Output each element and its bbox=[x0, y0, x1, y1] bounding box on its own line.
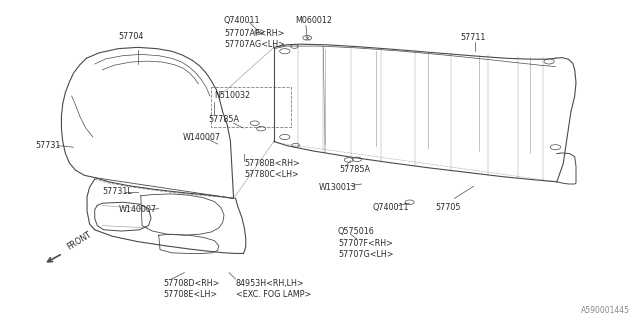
Text: FRONT: FRONT bbox=[65, 230, 93, 252]
Text: 57711: 57711 bbox=[461, 33, 486, 42]
Text: 57707G<LH>: 57707G<LH> bbox=[338, 250, 394, 259]
Circle shape bbox=[291, 44, 298, 48]
Text: <EXC. FOG LAMP>: <EXC. FOG LAMP> bbox=[236, 290, 311, 299]
Text: Q740011: Q740011 bbox=[372, 203, 409, 212]
Text: 57785A: 57785A bbox=[208, 116, 239, 124]
Text: M060012: M060012 bbox=[296, 16, 333, 25]
Text: 57705: 57705 bbox=[435, 203, 461, 212]
Text: 57707F<RH>: 57707F<RH> bbox=[338, 239, 393, 248]
Text: 57708D<RH>: 57708D<RH> bbox=[163, 279, 220, 288]
Text: Q740011: Q740011 bbox=[224, 16, 260, 25]
Text: 57731: 57731 bbox=[35, 141, 61, 150]
Text: N510032: N510032 bbox=[214, 92, 250, 100]
Text: 57707AF<RH>: 57707AF<RH> bbox=[224, 29, 284, 38]
Text: Q575016: Q575016 bbox=[338, 227, 374, 236]
Text: 57731L: 57731L bbox=[102, 188, 132, 196]
Text: 57780C<LH>: 57780C<LH> bbox=[244, 170, 300, 179]
Text: W140007: W140007 bbox=[182, 133, 220, 142]
Text: 84953H<RH,LH>: 84953H<RH,LH> bbox=[236, 279, 304, 288]
Text: A590001445: A590001445 bbox=[581, 306, 630, 315]
Text: 57780B<RH>: 57780B<RH> bbox=[244, 159, 300, 168]
Circle shape bbox=[292, 143, 300, 147]
Text: W130013: W130013 bbox=[319, 183, 356, 192]
Text: 57708E<LH>: 57708E<LH> bbox=[163, 290, 218, 299]
Text: 57704: 57704 bbox=[118, 32, 144, 41]
Text: W140007: W140007 bbox=[118, 205, 156, 214]
Text: 57785A: 57785A bbox=[339, 165, 370, 174]
Text: 57707AG<LH>: 57707AG<LH> bbox=[224, 40, 285, 49]
